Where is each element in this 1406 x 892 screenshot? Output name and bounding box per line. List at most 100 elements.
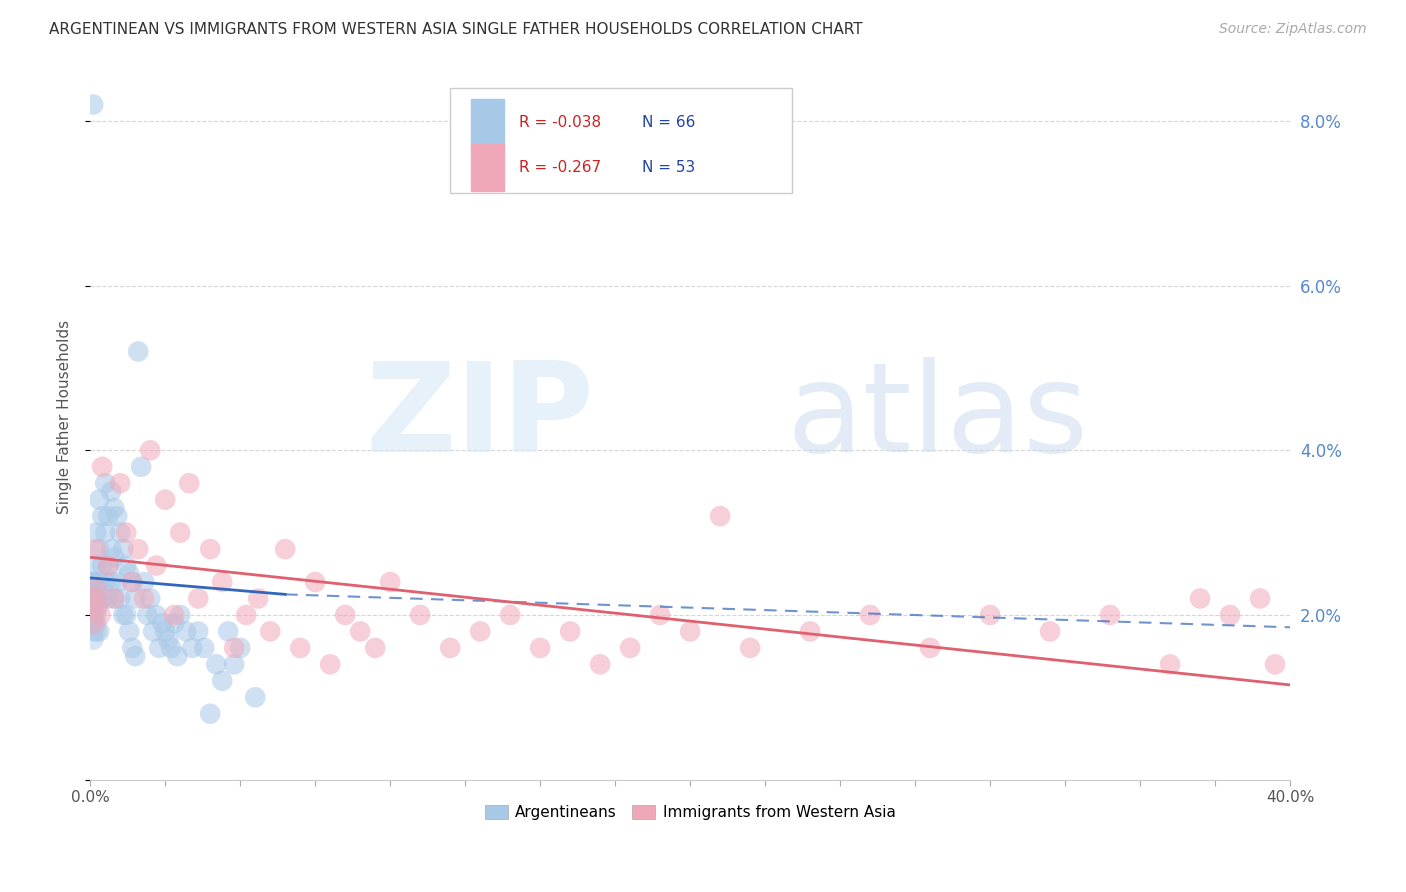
Point (84, 583, 107, 598)
Point (84, 607, 107, 622)
Point (155, 624, 177, 639)
Point (80, 607, 103, 622)
Point (115, 607, 138, 622)
Point (134, 574, 156, 589)
Point (979, 607, 1001, 622)
Point (103, 591, 125, 606)
Point (82, 583, 104, 598)
Text: atlas: atlas (786, 357, 1088, 478)
Point (110, 476, 132, 491)
Point (211, 574, 233, 589)
Point (84, 525, 107, 540)
Point (142, 624, 165, 639)
Legend: Argentineans, Immigrants from Western Asia: Argentineans, Immigrants from Western As… (478, 799, 901, 826)
Point (82, 632, 104, 647)
Point (174, 624, 197, 639)
Point (349, 624, 371, 639)
Text: ZIP: ZIP (366, 357, 595, 478)
Point (89, 492, 111, 507)
Point (148, 640, 170, 655)
Point (100, 542, 122, 557)
Point (169, 607, 191, 622)
Point (439, 640, 461, 655)
Point (259, 624, 281, 639)
Point (181, 640, 204, 655)
Point (82, 607, 104, 622)
Point (84, 616, 107, 631)
Point (1099, 607, 1122, 622)
Point (94, 574, 117, 589)
Point (409, 607, 432, 622)
Point (100, 574, 122, 589)
Point (166, 649, 188, 664)
Point (110, 525, 132, 540)
Point (1189, 591, 1212, 606)
Point (529, 640, 551, 655)
Point (679, 624, 702, 639)
Point (245, 690, 267, 705)
Point (650, 607, 672, 622)
Point (187, 624, 209, 639)
Point (121, 574, 143, 589)
Text: ARGENTINEAN VS IMMIGRANTS FROM WESTERN ASIA SINGLE FATHER HOUSEHOLDS CORRELATION: ARGENTINEAN VS IMMIGRANTS FROM WESTERN A… (49, 22, 863, 37)
Point (82, 616, 104, 631)
Point (121, 640, 143, 655)
Point (740, 640, 762, 655)
Point (139, 443, 162, 458)
Point (84, 599, 107, 614)
Point (82, 97, 104, 112)
Point (229, 640, 252, 655)
Point (105, 574, 128, 589)
Point (139, 591, 162, 606)
Point (470, 624, 492, 639)
Point (82, 624, 104, 639)
Point (217, 624, 239, 639)
Point (799, 624, 821, 639)
Point (1039, 624, 1062, 639)
Point (82, 574, 104, 589)
Text: N = 66: N = 66 (643, 115, 696, 130)
Point (82, 607, 104, 622)
Point (94, 476, 117, 491)
Point (103, 500, 125, 515)
Point (82, 616, 104, 631)
Point (499, 607, 522, 622)
Point (160, 640, 183, 655)
Point (112, 607, 135, 622)
Point (319, 657, 342, 672)
Point (200, 542, 222, 557)
Point (97, 558, 120, 573)
Point (589, 657, 612, 672)
Point (205, 657, 228, 672)
Point (97, 558, 120, 573)
Point (211, 673, 233, 688)
Point (127, 542, 149, 557)
Point (134, 591, 156, 606)
Point (145, 607, 167, 622)
Point (89, 542, 111, 557)
Point (89, 574, 111, 589)
Point (84, 624, 107, 639)
Point (163, 616, 186, 631)
Point (91, 591, 114, 606)
Point (1249, 591, 1271, 606)
Point (91, 509, 114, 524)
Point (115, 525, 138, 540)
Point (179, 476, 201, 491)
Point (560, 624, 582, 639)
Text: R = -0.267: R = -0.267 (519, 161, 600, 175)
Point (187, 591, 209, 606)
Point (335, 607, 357, 622)
Point (1159, 657, 1181, 672)
Point (110, 591, 132, 606)
Point (150, 616, 173, 631)
Point (82, 599, 104, 614)
Point (97, 509, 120, 524)
Point (1219, 607, 1241, 622)
Point (100, 484, 122, 499)
Text: R = -0.038: R = -0.038 (519, 115, 600, 130)
Point (163, 607, 186, 622)
Point (274, 542, 297, 557)
Point (859, 607, 882, 622)
Point (200, 706, 222, 721)
